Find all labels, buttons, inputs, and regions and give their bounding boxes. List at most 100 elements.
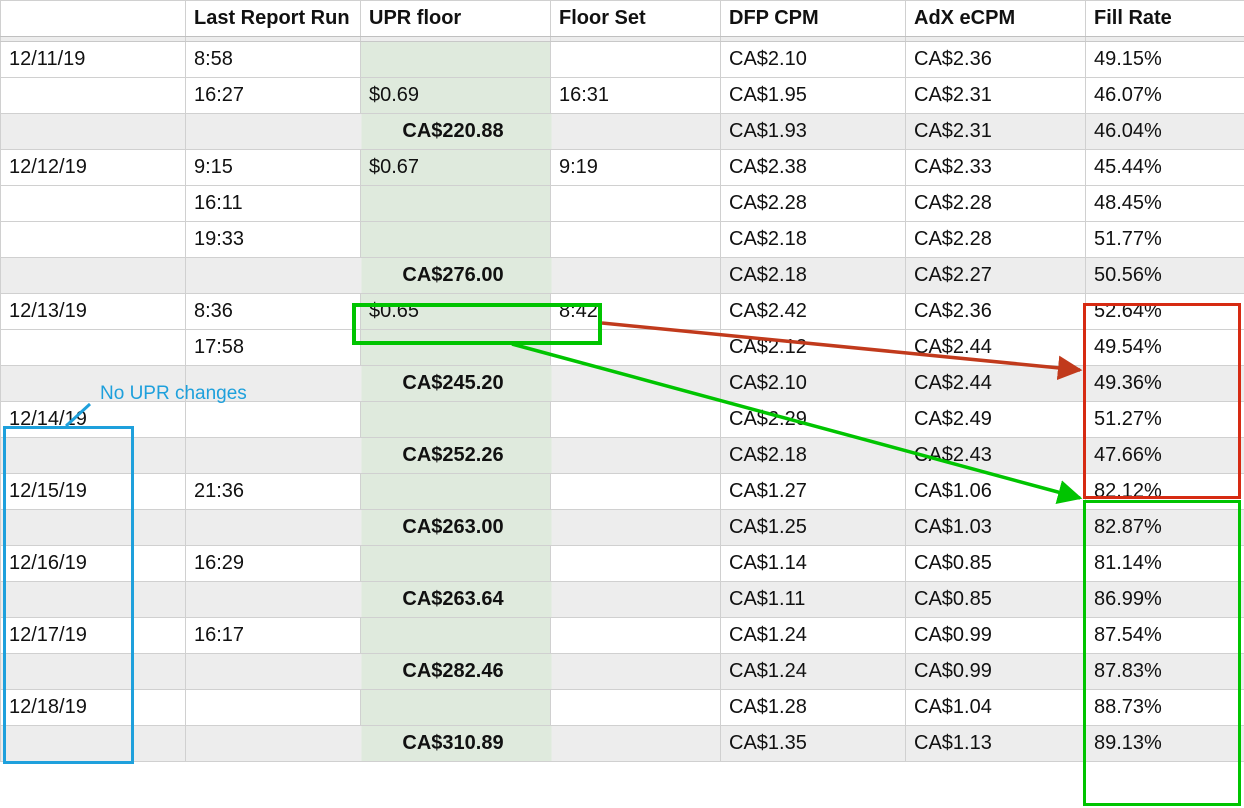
cell-floor: [551, 474, 721, 510]
summary-amount: CA$263.64: [186, 582, 721, 618]
cell-time: 16:29: [186, 546, 361, 582]
cell-adx: CA$1.06: [906, 474, 1086, 510]
table-row: 17:58CA$2.12CA$2.4449.54%: [1, 330, 1244, 366]
cell-dfp: CA$1.27: [721, 474, 906, 510]
cell-date: [1, 510, 186, 546]
cell-date: 12/15/19: [1, 474, 186, 510]
cell-upr: [361, 474, 551, 510]
cell-floor: [551, 546, 721, 582]
cell-adx: CA$0.85: [906, 546, 1086, 582]
cell-adx: CA$2.27: [906, 258, 1086, 294]
cell-dfp: CA$1.25: [721, 510, 906, 546]
summary-row: CA$220.88CA$1.93CA$2.3146.04%: [1, 114, 1244, 150]
cell-date: [1, 726, 186, 762]
table-row: 12/18/19CA$1.28CA$1.0488.73%: [1, 690, 1244, 726]
cell-fill: 51.27%: [1086, 402, 1244, 438]
cell-fill: 46.04%: [1086, 114, 1244, 150]
cell-adx: CA$0.85: [906, 582, 1086, 618]
cell-fill: 88.73%: [1086, 690, 1244, 726]
cell-fill: 49.54%: [1086, 330, 1244, 366]
cell-fill: 47.66%: [1086, 438, 1244, 474]
cell-time: [186, 690, 361, 726]
cell-fill: 52.64%: [1086, 294, 1244, 330]
cell-upr: [361, 330, 551, 366]
cell-upr: $0.65: [361, 294, 551, 330]
cell-dfp: CA$2.42: [721, 294, 906, 330]
cell-fill: 46.07%: [1086, 78, 1244, 114]
cell-floor: [551, 222, 721, 258]
cell-adx: CA$2.49: [906, 402, 1086, 438]
cell-adx: CA$2.28: [906, 186, 1086, 222]
table-row: 16:11CA$2.28CA$2.2848.45%: [1, 186, 1244, 222]
cell-time: 8:58: [186, 42, 361, 78]
cell-adx: CA$2.36: [906, 42, 1086, 78]
cell-adx: CA$2.31: [906, 78, 1086, 114]
cell-time: 21:36: [186, 474, 361, 510]
cell-date: [1, 222, 186, 258]
table-row: 12/12/199:15$0.679:19CA$2.38CA$2.3345.44…: [1, 150, 1244, 186]
cell-adx: CA$0.99: [906, 654, 1086, 690]
col-last-report: Last Report Run: [186, 1, 361, 37]
cell-adx: CA$2.28: [906, 222, 1086, 258]
cell-dfp: CA$1.93: [721, 114, 906, 150]
cell-dfp: CA$2.18: [721, 258, 906, 294]
cell-floor: [551, 186, 721, 222]
table-row: 12/13/198:36$0.658:42CA$2.42CA$2.3652.64…: [1, 294, 1244, 330]
cell-date: [1, 654, 186, 690]
cell-dfp: CA$2.28: [721, 186, 906, 222]
table-row: 19:33CA$2.18CA$2.2851.77%: [1, 222, 1244, 258]
table-row: 12/11/198:58 CA$2.10CA$2.3649.15%: [1, 42, 1244, 78]
cell-upr: [361, 402, 551, 438]
summary-row: CA$282.46CA$1.24CA$0.9987.83%: [1, 654, 1244, 690]
cell-floor: [551, 690, 721, 726]
cell-date: 12/14/19: [1, 402, 186, 438]
cell-dfp: CA$1.14: [721, 546, 906, 582]
cell-dfp: CA$2.10: [721, 366, 906, 402]
cell-date: [1, 186, 186, 222]
cell-dfp: CA$1.24: [721, 654, 906, 690]
cell-floor: 8:42: [551, 294, 721, 330]
cell-fill: 82.12%: [1086, 474, 1244, 510]
table-row: 12/16/1916:29CA$1.14CA$0.8581.14%: [1, 546, 1244, 582]
cell-upr: $0.67: [361, 150, 551, 186]
cell-fill: 82.87%: [1086, 510, 1244, 546]
summary-amount: CA$276.00: [186, 258, 721, 294]
cell-fill: 89.13%: [1086, 726, 1244, 762]
cell-dfp: CA$2.18: [721, 438, 906, 474]
cell-time: 16:27: [186, 78, 361, 114]
cell-dfp: CA$1.24: [721, 618, 906, 654]
cell-fill: 87.54%: [1086, 618, 1244, 654]
cell-adx: CA$1.13: [906, 726, 1086, 762]
cell-adx: CA$2.31: [906, 114, 1086, 150]
col-date: [1, 1, 186, 37]
cell-fill: 45.44%: [1086, 150, 1244, 186]
cell-date: [1, 582, 186, 618]
summary-amount: CA$245.20: [186, 366, 721, 402]
cell-fill: 87.83%: [1086, 654, 1244, 690]
cell-dfp: CA$1.28: [721, 690, 906, 726]
cell-fill: 81.14%: [1086, 546, 1244, 582]
cell-time: 8:36: [186, 294, 361, 330]
table-row: 12/14/19CA$2.29CA$2.4951.27%: [1, 402, 1244, 438]
col-dfp-cpm: DFP CPM: [721, 1, 906, 37]
cell-date: [1, 114, 186, 150]
cell-date: 12/11/19: [1, 42, 186, 78]
cell-upr: [361, 186, 551, 222]
cell-fill: 49.15%: [1086, 42, 1244, 78]
summary-amount: CA$310.89: [186, 726, 721, 762]
cell-adx: CA$2.44: [906, 366, 1086, 402]
cell-dfp: CA$2.10: [721, 42, 906, 78]
table-row: 12/15/1921:36 CA$1.27CA$1.0682.12%: [1, 474, 1244, 510]
cell-date: 12/17/19: [1, 618, 186, 654]
cell-time: 16:11: [186, 186, 361, 222]
cell-upr: [361, 690, 551, 726]
cell-dfp: CA$2.18: [721, 222, 906, 258]
summary-row: CA$263.00CA$1.25CA$1.0382.87%: [1, 510, 1244, 546]
summary-row: CA$252.26CA$2.18CA$2.4347.66%: [1, 438, 1244, 474]
cell-floor: [551, 42, 721, 78]
cell-dfp: CA$1.11: [721, 582, 906, 618]
col-upr-floor: UPR floor: [361, 1, 551, 37]
summary-row: CA$276.00CA$2.18CA$2.2750.56%: [1, 258, 1244, 294]
col-adx-ecpm: AdX eCPM: [906, 1, 1086, 37]
cell-adx: CA$0.99: [906, 618, 1086, 654]
